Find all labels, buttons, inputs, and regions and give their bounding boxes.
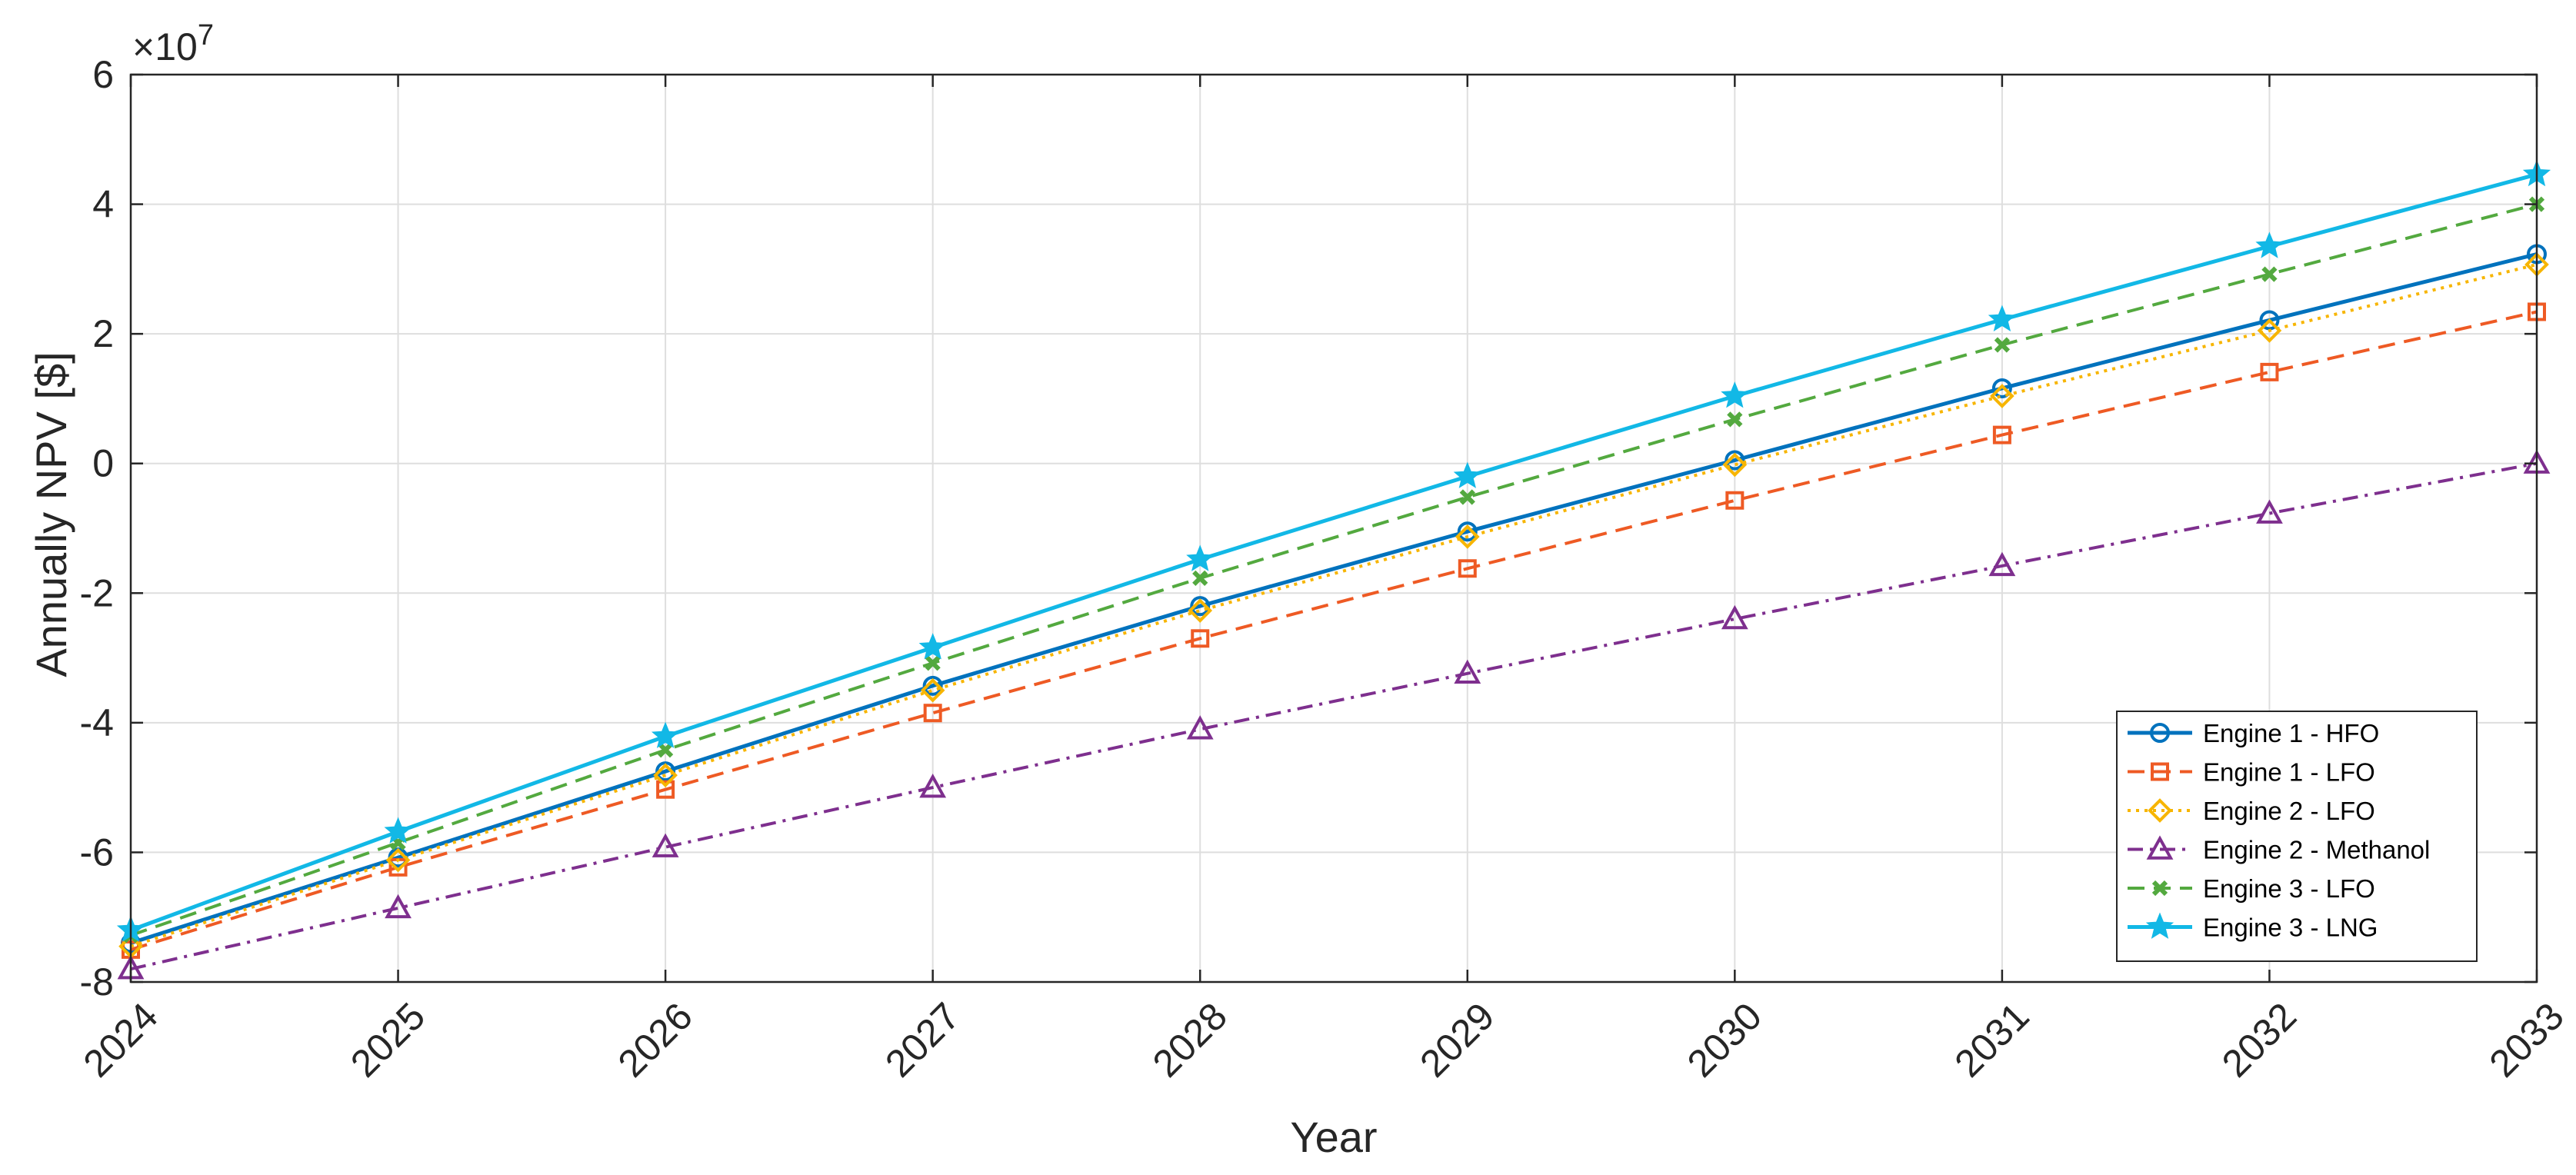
legend-label: Engine 3 - LFO: [2203, 874, 2375, 903]
legend-item: Engine 2 - Methanol: [2128, 835, 2430, 864]
data-point: [1186, 544, 1215, 571]
data-point: [1188, 598, 1213, 623]
data-point: [655, 761, 676, 782]
data-point: [657, 742, 674, 758]
data-point: [2255, 231, 2284, 258]
data-point: [1458, 559, 1477, 578]
series-line: [130, 461, 2538, 971]
legend-marker: [2151, 762, 2169, 781]
data-point: [1721, 381, 1749, 408]
series-3: [118, 252, 2549, 959]
axis-ticks: [129, 73, 2538, 984]
legend-label: Engine 2 - Methanol: [2203, 836, 2430, 864]
data-point: [1186, 715, 1214, 740]
data-point: [1722, 452, 1748, 478]
data-point: [651, 833, 679, 857]
data-point: [385, 894, 412, 919]
data-point: [1455, 524, 1480, 549]
data-point: [1454, 659, 1481, 684]
data-point: [2257, 318, 2282, 343]
legend-marker: [2145, 912, 2174, 939]
series-layer: [116, 159, 2551, 980]
data-point: [1721, 604, 1748, 630]
exponent-base: ×10: [132, 25, 198, 68]
data-point: [1192, 570, 1208, 587]
axes-frame: [129, 73, 2538, 984]
legend-box: [2116, 711, 2478, 962]
data-point: [1988, 305, 2017, 332]
data-point: [1190, 596, 1211, 617]
data-point: [923, 704, 942, 723]
data-point: [1994, 337, 2011, 353]
legend-marker: [2148, 798, 2172, 823]
legend-item: Engine 2 - LFO: [2128, 797, 2375, 825]
series-line: [130, 252, 2538, 945]
data-point: [1453, 461, 1481, 488]
data-point: [922, 675, 943, 696]
exponent-power: 7: [198, 19, 214, 52]
legend-item: Engine 3 - LNG: [2128, 912, 2378, 942]
data-point: [919, 774, 947, 798]
data-point: [1992, 425, 2011, 444]
legend-item: Engine 1 - HFO: [2128, 719, 2379, 747]
data-point: [1991, 378, 2012, 398]
series-line: [130, 172, 2538, 932]
legend-item: Engine 1 - LFO: [2128, 758, 2375, 787]
data-point: [1457, 521, 1478, 542]
data-point: [1988, 551, 2016, 577]
data-point: [384, 817, 412, 844]
legend: Engine 1 - HFO Engine 1 - LFO Engine 2 - L…: [2116, 711, 2478, 962]
data-point: [1990, 384, 2014, 408]
legend-item: Engine 3 - LFO: [2128, 874, 2375, 903]
legend-label: Engine 1 - HFO: [2203, 719, 2379, 747]
y-tick-label: 0: [92, 442, 114, 485]
y-tick-label: -2: [80, 571, 114, 614]
legend-marker: [2150, 723, 2170, 743]
data-point: [1191, 629, 1210, 648]
y-axis-title: Annually NPV [$]: [27, 351, 75, 677]
y-tick-label: -4: [80, 701, 114, 744]
y-tick-label: 2: [92, 312, 114, 355]
data-point: [920, 677, 945, 703]
data-point: [2256, 499, 2283, 524]
x-axis-title: Year: [1290, 1113, 1377, 1161]
data-point: [651, 721, 680, 748]
data-point: [925, 655, 941, 671]
data-point: [1727, 411, 1743, 428]
legend-label: Engine 1 - LFO: [2203, 758, 2375, 787]
data-point: [653, 763, 678, 787]
y-tick-label: 4: [92, 183, 114, 226]
data-point: [1725, 450, 1745, 471]
data-point: [1459, 489, 1475, 505]
data-point: [2261, 266, 2278, 282]
y-axis-exponent: ×107: [132, 19, 214, 68]
data-point: [2259, 310, 2280, 331]
data-point: [918, 633, 947, 660]
legend-label: Engine 2 - LFO: [2203, 797, 2375, 825]
legend-label: Engine 3 - LNG: [2203, 914, 2378, 942]
legend-marker: [2146, 835, 2174, 860]
y-tick-label: -8: [80, 960, 114, 1004]
y-tick-labels: -8 -6 -4 -2 0 2 4 6: [80, 53, 114, 1004]
y-tick-label: -6: [80, 830, 114, 874]
series-line: [130, 310, 2538, 951]
series-4: [117, 449, 2551, 980]
data-point: [1725, 491, 1745, 510]
data-point: [2260, 362, 2279, 381]
data-point: [656, 780, 675, 799]
data-point: [385, 847, 411, 873]
legend-marker: [2151, 880, 2168, 897]
y-tick-label: 6: [92, 53, 114, 96]
series-line: [130, 202, 2538, 937]
